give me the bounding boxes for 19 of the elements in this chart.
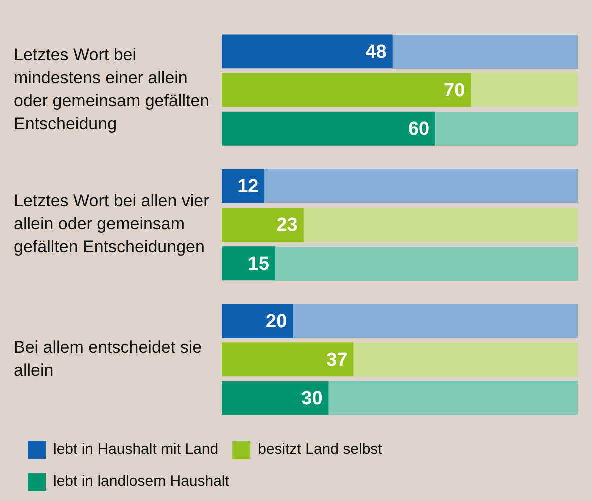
legend-label: besitzt Land selbst bbox=[258, 441, 384, 458]
y-tick-label: Bei allem entscheidet sie allein bbox=[14, 338, 202, 380]
data-label: 70 bbox=[444, 80, 466, 102]
data-label: 23 bbox=[276, 215, 298, 236]
bar bbox=[222, 208, 304, 242]
legend-label: lebt in landlosem Haushalt bbox=[54, 473, 230, 490]
data-label: 30 bbox=[302, 388, 323, 410]
y-tick-label: Letztes Wort bei mindestens einer allein oder gemeinsam gefällten Entscheidung bbox=[14, 46, 210, 134]
data-label: 20 bbox=[266, 311, 288, 332]
data-label: 60 bbox=[408, 119, 430, 140]
data-label: 12 bbox=[238, 176, 259, 198]
y-tick-label: Letztes Wort bei allen vier allein oder gemeinsam gefällten Entscheidungen bbox=[14, 192, 210, 257]
bar bbox=[222, 304, 294, 338]
data-label: 15 bbox=[248, 254, 270, 275]
data-label: 48 bbox=[366, 42, 387, 63]
legend-label: lebt in Haushalt mit Land bbox=[54, 441, 219, 458]
data-label: 37 bbox=[326, 350, 348, 371]
bar bbox=[222, 169, 265, 204]
bar bbox=[222, 246, 276, 281]
